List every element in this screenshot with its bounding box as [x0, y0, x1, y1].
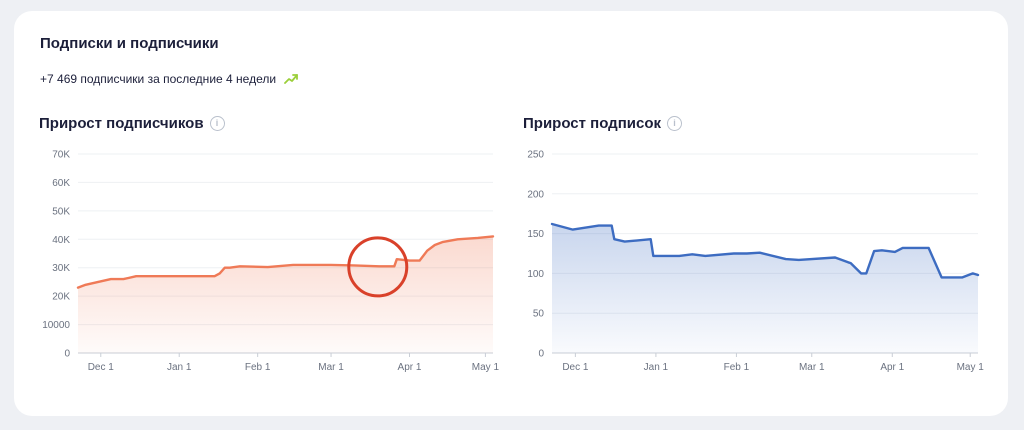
x-tick-label: Apr 1	[398, 362, 422, 373]
series-line	[76, 235, 495, 289]
trend-up-arrow-icon	[284, 74, 298, 84]
y-tick-label: 250	[527, 150, 544, 161]
chart-title-text: Прирост подписчиков	[39, 115, 204, 132]
y-tick-label: 30K	[52, 263, 70, 274]
x-tick-label: Feb 1	[724, 362, 750, 373]
section-title: Подписки и подписчики	[40, 35, 219, 52]
x-tick-label: Mar 1	[318, 362, 344, 373]
summary-text: +7 469 подписчики за последние 4 недели	[40, 72, 277, 86]
info-icon[interactable]: i	[667, 116, 682, 131]
x-tick-label: Jan 1	[644, 362, 669, 373]
y-tick-label: 150	[527, 229, 544, 240]
x-tick-label: Mar 1	[799, 362, 825, 373]
y-tick-label: 20K	[52, 292, 70, 303]
y-tick-label: 0	[64, 349, 70, 360]
x-tick-label: May 1	[957, 362, 985, 373]
subscribers-growth-chart: 0 10000 20K 30K 40K 50K 60K 70K Dec 1 Jan 1 Feb 1 M…	[42, 150, 500, 374]
x-tick-label: May 1	[472, 362, 500, 373]
x-tick-label: Jan 1	[167, 362, 192, 373]
info-icon[interactable]: i	[209, 116, 225, 131]
y-tick-label: 10000	[42, 320, 70, 331]
series-area	[78, 236, 493, 353]
y-tick-label: 50	[533, 309, 545, 320]
x-tick-label: Feb 1	[245, 362, 271, 373]
y-tick-label: 50K	[52, 206, 70, 217]
chart-title-subscriptions: Прирост подписок i	[523, 115, 682, 132]
summary-line: +7 469 подписчики за последние 4 недели	[40, 72, 298, 86]
x-tick-label: Apr 1	[880, 362, 904, 373]
series-area	[552, 224, 978, 353]
x-tick-label: Dec 1	[88, 362, 115, 373]
y-tick-label: 70K	[52, 150, 70, 161]
y-tick-label: 60K	[52, 178, 70, 189]
subscriptions-card: Подписки и подписчики +7 469 подписчики …	[14, 11, 1008, 416]
subscriptions-growth-chart: 0 50 100 150 200 250 Dec 1 Jan 1 Feb 1 Mar 1 Apr 1…	[527, 150, 985, 374]
series-line	[550, 222, 980, 279]
y-tick-label: 0	[538, 349, 544, 360]
x-tick-label: Dec 1	[562, 362, 589, 373]
chart-title-subscribers: Прирост подписчиков i	[39, 115, 225, 132]
annotation-circle	[347, 236, 409, 298]
y-tick-label: 40K	[52, 235, 70, 246]
chart-title-text: Прирост подписок	[523, 115, 661, 132]
y-tick-label: 100	[527, 269, 544, 280]
y-tick-label: 200	[527, 189, 544, 200]
